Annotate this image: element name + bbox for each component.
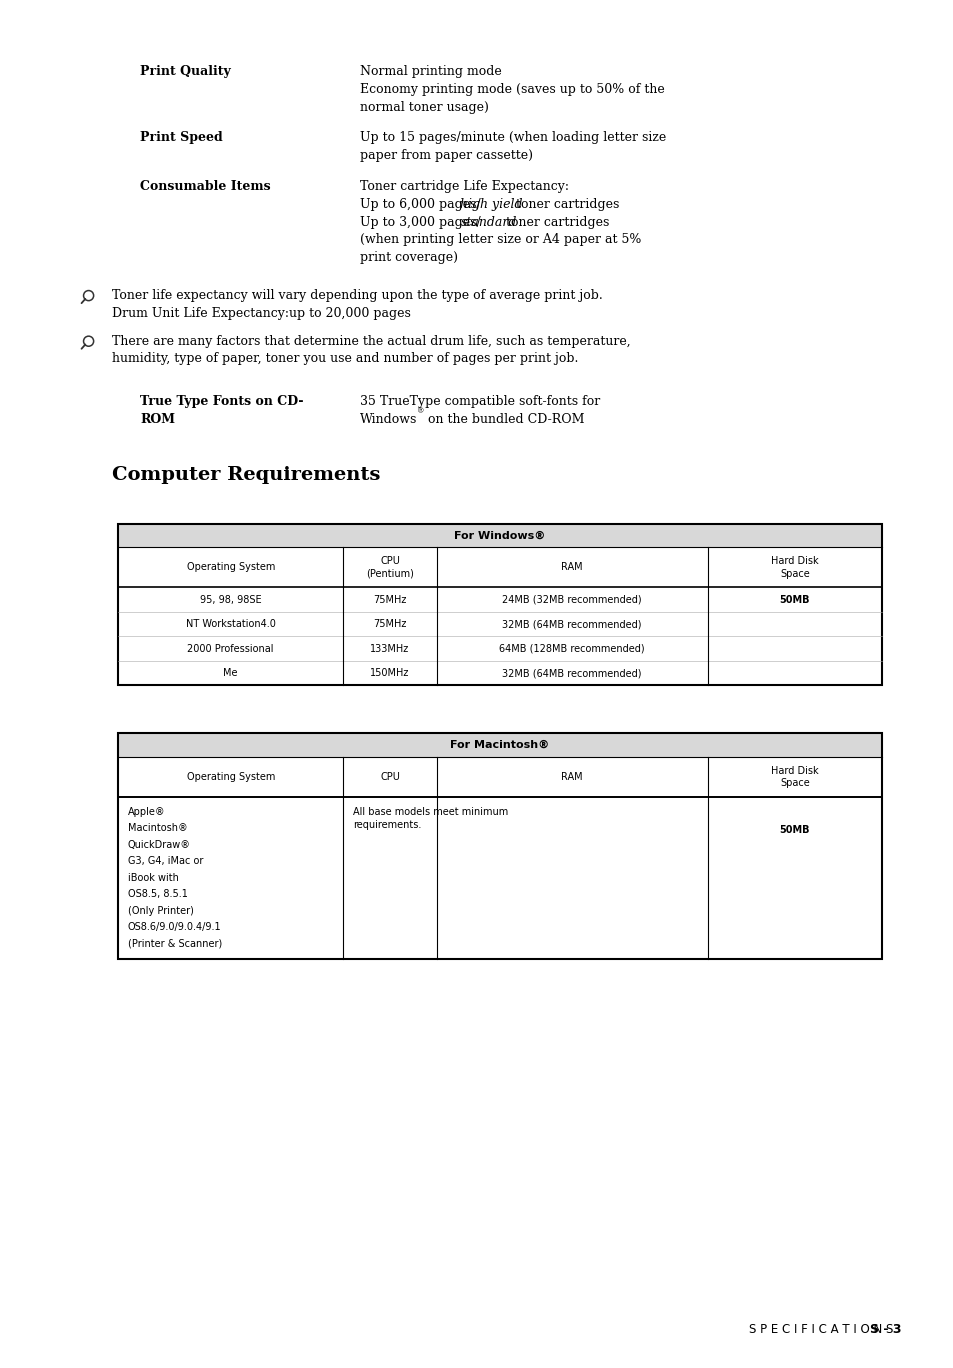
Text: 75MHz: 75MHz	[373, 620, 406, 629]
Text: Macintosh®: Macintosh®	[128, 824, 188, 833]
Bar	[118, 733, 882, 959]
Text: 50MB: 50MB	[779, 595, 809, 605]
Text: For Macintosh®: For Macintosh®	[450, 740, 549, 750]
Text: Me: Me	[223, 668, 237, 679]
Text: Windows: Windows	[359, 413, 417, 425]
Bar	[118, 524, 882, 547]
Text: Normal printing mode: Normal printing mode	[359, 66, 501, 78]
Text: RAM: RAM	[560, 772, 582, 781]
Text: Apple®: Apple®	[128, 807, 166, 817]
Text: (Printer & Scanner): (Printer & Scanner)	[128, 938, 222, 949]
Text: Consumable Items: Consumable Items	[140, 181, 271, 193]
Text: S P E C I F I C A T I O N S: S P E C I F I C A T I O N S	[748, 1323, 892, 1337]
Text: paper from paper cassette): paper from paper cassette)	[359, 149, 533, 163]
Text: high yield: high yield	[460, 198, 522, 211]
Bar	[118, 733, 882, 757]
Text: 50MB: 50MB	[779, 825, 809, 834]
Text: NT Workstation4.0: NT Workstation4.0	[186, 620, 275, 629]
Text: Operating System: Operating System	[186, 562, 274, 572]
Text: 32MB (64MB recommended): 32MB (64MB recommended)	[502, 620, 641, 629]
Text: (when printing letter size or A4 paper at 5%: (when printing letter size or A4 paper a…	[359, 234, 640, 246]
Text: All base models meet minimum
requirements.: All base models meet minimum requirement…	[353, 807, 508, 830]
Text: Hard Disk
Space: Hard Disk Space	[770, 557, 818, 579]
Text: toner cartridges: toner cartridges	[511, 198, 618, 211]
Text: OS8.6/9.0/9.0.4/9.1: OS8.6/9.0/9.0.4/9.1	[128, 922, 221, 933]
Text: print coverage): print coverage)	[359, 252, 457, 264]
Text: ROM: ROM	[140, 413, 174, 425]
Text: Hard Disk
Space: Hard Disk Space	[770, 766, 818, 788]
Text: CPU: CPU	[379, 772, 399, 781]
Text: 64MB (128MB recommended): 64MB (128MB recommended)	[498, 643, 644, 654]
Text: There are many factors that determine the actual drum life, such as temperature,: There are many factors that determine th…	[112, 335, 630, 347]
Bar	[118, 524, 882, 685]
Text: toner cartridges: toner cartridges	[501, 216, 608, 228]
Text: humidity, type of paper, toner you use and number of pages per print job.: humidity, type of paper, toner you use a…	[112, 353, 578, 365]
Text: CPU
(Pentium): CPU (Pentium)	[366, 557, 414, 579]
Text: Up to 15 pages/minute (when loading letter size: Up to 15 pages/minute (when loading lett…	[359, 131, 665, 145]
Text: 24MB (32MB recommended): 24MB (32MB recommended)	[502, 595, 641, 605]
Text: Toner cartridge Life Expectancy:: Toner cartridge Life Expectancy:	[359, 181, 568, 193]
Text: 2000 Professional: 2000 Professional	[187, 643, 274, 654]
Text: Economy printing mode (saves up to 50% of the: Economy printing mode (saves up to 50% o…	[359, 83, 664, 96]
Text: Print Quality: Print Quality	[140, 66, 231, 78]
Text: Computer Requirements: Computer Requirements	[112, 465, 380, 484]
Text: Up to 3,000 pages/: Up to 3,000 pages/	[359, 216, 480, 228]
Text: OS8.5, 8.5.1: OS8.5, 8.5.1	[128, 889, 188, 899]
Text: For Windows®: For Windows®	[454, 531, 545, 540]
Text: Toner life expectancy will vary depending upon the type of average print job.: Toner life expectancy will vary dependin…	[112, 289, 602, 302]
Text: Drum Unit Life Expectancy:up to 20,000 pages: Drum Unit Life Expectancy:up to 20,000 p…	[112, 306, 411, 320]
Text: QuickDraw®: QuickDraw®	[128, 840, 191, 850]
Text: G3, G4, iMac or: G3, G4, iMac or	[128, 856, 203, 866]
Text: 133MHz: 133MHz	[370, 643, 409, 654]
Text: (Only Printer): (Only Printer)	[128, 906, 193, 915]
Text: 150MHz: 150MHz	[370, 668, 409, 679]
Text: 32MB (64MB recommended): 32MB (64MB recommended)	[502, 668, 641, 679]
Text: True Type Fonts on CD-: True Type Fonts on CD-	[140, 395, 303, 408]
Text: 35 TrueType compatible soft-fonts for: 35 TrueType compatible soft-fonts for	[359, 395, 599, 408]
Text: Print Speed: Print Speed	[140, 131, 222, 145]
Text: Up to 6,000 pages/: Up to 6,000 pages/	[359, 198, 480, 211]
Text: 95, 98, 98SE: 95, 98, 98SE	[200, 595, 261, 605]
Text: S - 3: S - 3	[869, 1323, 901, 1337]
Text: on the bundled CD-ROM: on the bundled CD-ROM	[423, 413, 583, 425]
Text: iBook with: iBook with	[128, 873, 179, 882]
Text: standard: standard	[460, 216, 517, 228]
Text: ®: ®	[417, 408, 424, 416]
Text: Operating System: Operating System	[186, 772, 274, 781]
Text: RAM: RAM	[560, 562, 582, 572]
Text: normal toner usage): normal toner usage)	[359, 101, 488, 114]
Text: 75MHz: 75MHz	[373, 595, 406, 605]
